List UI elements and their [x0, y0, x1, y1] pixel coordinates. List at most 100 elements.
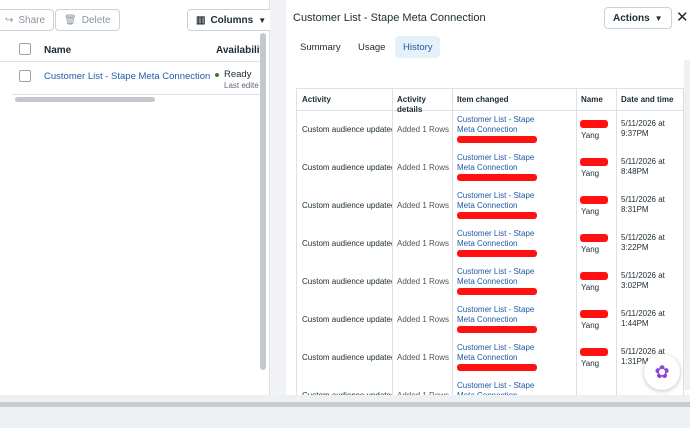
column-header: Name	[581, 95, 603, 104]
details-cell: Added 1 Rows	[397, 353, 450, 362]
close-button[interactable]: ✕	[676, 9, 689, 26]
date-cell: 5/11/2026 at 9:37PM	[621, 119, 665, 138]
date-cell: 5/11/2026 at 3:02PM	[621, 271, 665, 290]
activity-cell: Custom audience updated	[302, 277, 392, 286]
delete-icon: 🗑	[64, 14, 77, 26]
list-header	[0, 38, 262, 62]
redaction	[457, 174, 537, 181]
name-cell: Yang	[581, 207, 600, 216]
redaction	[580, 272, 608, 280]
redaction	[580, 158, 608, 166]
date-cell: 5/11/2026 at 8:31PM	[621, 195, 665, 214]
bottom-line	[0, 402, 690, 407]
activity-cell: Custom audience updated	[302, 315, 392, 324]
details-cell: Added 1 Rows	[397, 277, 450, 286]
redaction	[457, 326, 537, 333]
detail-panel: Customer List - Stape Meta Connection Ac…	[286, 0, 690, 395]
date-cell: 5/11/2026 at 1:44PM	[621, 309, 665, 328]
details-cell: Added 1 Rows	[397, 163, 450, 172]
tab[interactable]: Summary	[300, 42, 341, 53]
delete-label: Delete	[81, 14, 111, 26]
assistant-button[interactable]: ✿	[644, 354, 680, 390]
caret: ▼	[258, 15, 267, 25]
item-cell[interactable]: Customer List - Stape Meta Connection	[457, 381, 535, 395]
column-header: Date and time	[621, 95, 674, 104]
column-divider	[392, 89, 393, 395]
details-cell: Added 1 Rows	[392, 391, 452, 395]
panel-title: Customer List - Stape Meta Connection	[293, 12, 486, 24]
gutter	[270, 0, 286, 395]
activity-cell: Custom audience updated	[302, 201, 392, 210]
header-name: Name	[44, 45, 72, 56]
share-button[interactable]: ↪ Share	[0, 9, 55, 31]
redaction	[580, 196, 608, 204]
column-divider	[452, 89, 453, 395]
redaction	[457, 288, 537, 295]
name-cell: Yang	[581, 245, 600, 254]
tab-active[interactable]	[395, 36, 440, 58]
v-scrollbar[interactable]	[260, 33, 266, 370]
item-cell[interactable]: Customer List - Stape Meta Connection	[457, 115, 535, 134]
name-cell: Yang	[581, 169, 600, 178]
caret: ▼	[654, 13, 663, 23]
activity-cell: Custom audience updated	[302, 239, 392, 248]
delete-button[interactable]: 🗑 Delete	[55, 9, 120, 31]
details-cell: Added 1 Rows	[397, 315, 450, 324]
tab[interactable]: History	[403, 42, 433, 53]
date-cell: 5/11/2026 at 3:22PM	[621, 233, 665, 252]
select-all-checkbox[interactable]	[19, 43, 31, 55]
item-cell[interactable]: Customer List - Stape Meta Connection	[457, 305, 535, 324]
details-cell: Added 1 Rows	[397, 239, 450, 248]
actions-label: Actions	[613, 12, 650, 24]
columns-button[interactable]: ▥ Columns ▼	[187, 9, 276, 31]
list-row-note: Last edite	[224, 81, 259, 90]
redaction	[457, 212, 537, 219]
actions-button[interactable]: Actions ▼	[604, 7, 672, 29]
item-cell[interactable]: Customer List - Stape Meta Connection	[457, 191, 535, 210]
column-header: Activity	[302, 95, 331, 104]
name-cell: Yang	[581, 283, 600, 292]
panel-scrollbar[interactable]	[684, 60, 690, 390]
activity-cell: Custom audience updated	[302, 125, 392, 134]
left-panel: ↪ Share 🗑 Delete ▥ Columns ▼ Name Availabili…	[0, 0, 276, 395]
row-checkbox[interactable]	[19, 70, 31, 82]
redaction	[457, 364, 537, 371]
name-cell: Yang	[581, 131, 600, 140]
tab[interactable]: Usage	[358, 42, 386, 53]
details-cell: Added 1 Rows	[397, 201, 450, 210]
name-cell: Yang	[581, 359, 600, 368]
redaction	[580, 120, 608, 128]
status-dot	[215, 73, 219, 77]
activity-cell: Custom audience updated	[297, 391, 392, 395]
history-table: Activity Activity details Item changed Name…	[296, 88, 684, 395]
bottom-bar	[0, 395, 690, 428]
column-divider	[616, 89, 617, 395]
columns-icon: ▥	[196, 14, 206, 26]
activity-cell: Custom audience updated	[302, 163, 392, 172]
redaction	[580, 234, 608, 242]
list-row-name[interactable]: Customer List - Stape Meta Connection	[44, 71, 211, 82]
share-label: Share	[18, 14, 46, 26]
activity-cell: Custom audience updated	[302, 353, 392, 362]
item-cell[interactable]: Customer List - Stape Meta Connection	[457, 343, 535, 362]
columns-label: Columns	[210, 14, 254, 26]
item-cell[interactable]: Customer List - Stape Meta Connection	[457, 153, 535, 172]
column-divider	[576, 89, 577, 395]
list-row-status: Ready	[224, 69, 252, 80]
date-cell: 5/11/2026 at 8:48PM	[621, 157, 665, 176]
name-cell: Yang	[581, 321, 600, 330]
h-scrollbar[interactable]	[15, 97, 155, 102]
column-header: Activity details	[397, 95, 426, 114]
details-cell: Added 1 Rows	[397, 125, 450, 134]
column-header: Item changed	[457, 95, 509, 104]
item-cell[interactable]: Customer List - Stape Meta Connection	[457, 267, 535, 286]
redaction	[580, 348, 608, 356]
share-icon: ↪	[5, 14, 14, 26]
item-cell[interactable]: Customer List - Stape Meta Connection	[457, 229, 535, 248]
date-cell: 5/11/2026 at 1:31PM	[621, 347, 665, 366]
header-availability: Availability	[216, 45, 262, 56]
redaction	[457, 136, 537, 143]
table-header-bg	[297, 89, 683, 111]
redaction	[457, 250, 537, 257]
